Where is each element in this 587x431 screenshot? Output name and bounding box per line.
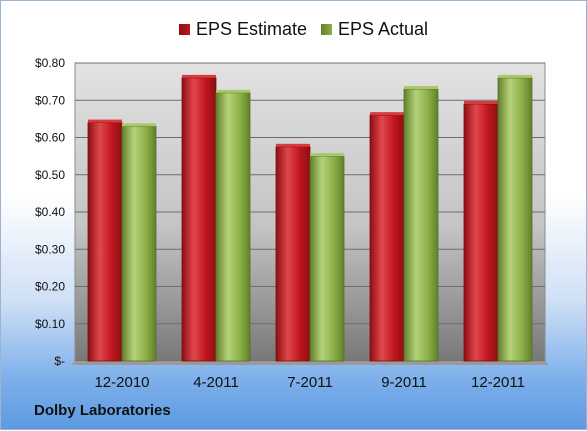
y-tick-label: $0.60 <box>35 131 65 145</box>
bar-actual <box>497 77 533 362</box>
bar-actual-top <box>498 74 532 78</box>
y-tick-label: $0.30 <box>35 242 65 256</box>
x-tick-label: 7-2011 <box>287 374 333 391</box>
bar-actual <box>309 155 345 362</box>
y-tick-label: $- <box>54 354 65 368</box>
legend-swatch-estimate <box>179 23 190 35</box>
legend-swatch-actual <box>321 23 332 35</box>
x-tick-label: 12-2010 <box>94 374 149 391</box>
legend-label-estimate: EPS Estimate <box>196 18 308 39</box>
bar-actual-top <box>216 89 250 93</box>
bar-estimate-top <box>464 100 498 104</box>
y-tick-label: $0.70 <box>35 93 65 107</box>
bar-actual-top <box>122 123 156 127</box>
y-tick-label: $0.10 <box>35 317 65 331</box>
company-label: Dolby Laboratories <box>34 402 171 419</box>
bar-actual <box>403 88 439 362</box>
x-tick-label: 4-2011 <box>193 374 239 391</box>
bar-estimate <box>369 114 405 362</box>
bar-actual-top <box>404 86 438 90</box>
bar-estimate <box>181 77 217 362</box>
bar-estimate-top <box>370 112 404 116</box>
bar-actual <box>121 125 157 362</box>
bar-estimate <box>275 146 311 362</box>
y-tick-label: $0.40 <box>35 205 65 219</box>
bar-estimate-top <box>88 119 122 123</box>
legend-item-actual: EPS Actual <box>321 17 428 41</box>
y-tick-label: $0.20 <box>35 280 65 294</box>
bar-estimate <box>87 122 123 362</box>
bar-actual <box>215 92 251 362</box>
plot-floor <box>71 361 549 365</box>
bar-actual-top <box>310 153 344 157</box>
bar-estimate-top <box>276 143 310 147</box>
bar-estimate-top <box>182 74 216 78</box>
y-tick-label: $0.50 <box>35 168 65 182</box>
y-tick-label: $0.80 <box>35 56 65 70</box>
x-tick-label: 12-2011 <box>471 374 525 391</box>
bar-estimate <box>463 103 499 362</box>
legend-label-actual: EPS Actual <box>338 18 429 39</box>
legend-item-estimate: EPS Estimate <box>179 17 307 41</box>
x-tick-label: 9-2011 <box>381 374 427 391</box>
